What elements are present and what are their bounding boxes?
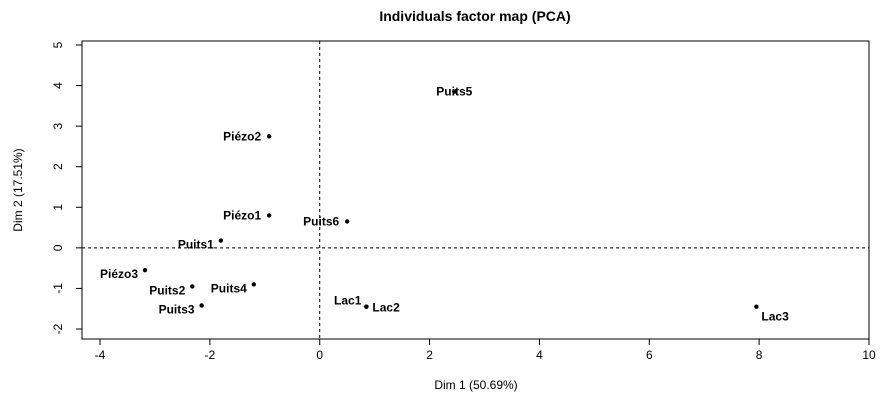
reference-lines — [82, 41, 869, 339]
point-label: Lac1 — [334, 294, 362, 308]
y-tick-label: 0 — [51, 244, 65, 251]
data-point — [199, 303, 204, 308]
data-point — [218, 238, 224, 243]
data-point — [266, 134, 272, 139]
x-tick-label: 4 — [536, 348, 543, 362]
y-tick-label: -1 — [51, 283, 65, 294]
x-tick-label: 0 — [316, 348, 323, 362]
data-point — [266, 213, 272, 218]
y-tick-label: 3 — [51, 122, 65, 129]
point-label: Puits3 — [159, 302, 195, 316]
x-axis: -4 -2 0 2 4 6 8 10 — [95, 339, 876, 362]
x-tick-label: 8 — [756, 348, 763, 362]
y-axis-label: Dim 2 (17.51%) — [11, 148, 25, 231]
data-point — [364, 304, 369, 309]
plot-frame — [81, 40, 870, 340]
y-axis: -2 -1 0 1 2 3 4 5 — [51, 41, 82, 334]
data-point — [344, 219, 350, 224]
x-tick-label: 2 — [426, 348, 433, 362]
data-point — [142, 267, 148, 273]
y-tick-label: 5 — [51, 41, 65, 48]
data-points: Puits5 Piézo2 Piézo1 Puits6 Puits1 Piézo3 Puit… — [100, 85, 789, 324]
point-label: Piézo1 — [223, 208, 261, 222]
data-point — [251, 282, 256, 287]
y-tick-label: 1 — [51, 204, 65, 211]
data-point — [754, 304, 759, 309]
x-tick-label: -4 — [95, 348, 106, 362]
y-tick-label: -2 — [51, 323, 65, 334]
x-tick-label: 10 — [862, 348, 876, 362]
x-tick-label: 6 — [646, 348, 653, 362]
chart-title: Individuals factor map (PCA) — [379, 8, 570, 24]
point-label: Puits5 — [436, 85, 472, 99]
point-label: Puits4 — [211, 281, 247, 295]
point-label: Puits2 — [149, 283, 185, 297]
point-label: Lac2 — [372, 301, 400, 315]
point-label: Puits6 — [303, 214, 339, 228]
y-tick-label: 2 — [51, 163, 65, 170]
x-tick-label: -2 — [205, 348, 216, 362]
data-point — [190, 284, 195, 289]
data-point — [452, 89, 457, 94]
point-label: Piézo3 — [100, 267, 138, 281]
point-label: Lac3 — [761, 310, 789, 324]
x-axis-label: Dim 1 (50.69%) — [434, 378, 517, 392]
y-tick-label: 4 — [51, 82, 65, 89]
point-label: Piézo2 — [223, 129, 261, 143]
point-label: Puits1 — [178, 238, 214, 252]
